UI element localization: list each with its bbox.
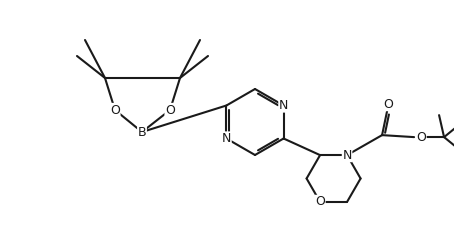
- Text: O: O: [383, 98, 393, 111]
- Text: O: O: [315, 195, 325, 208]
- Text: O: O: [110, 104, 120, 117]
- Text: N: N: [222, 132, 231, 145]
- Text: O: O: [165, 104, 175, 117]
- Text: N: N: [342, 149, 352, 162]
- Text: B: B: [138, 126, 146, 139]
- Text: N: N: [279, 99, 288, 112]
- Text: O: O: [416, 131, 426, 144]
